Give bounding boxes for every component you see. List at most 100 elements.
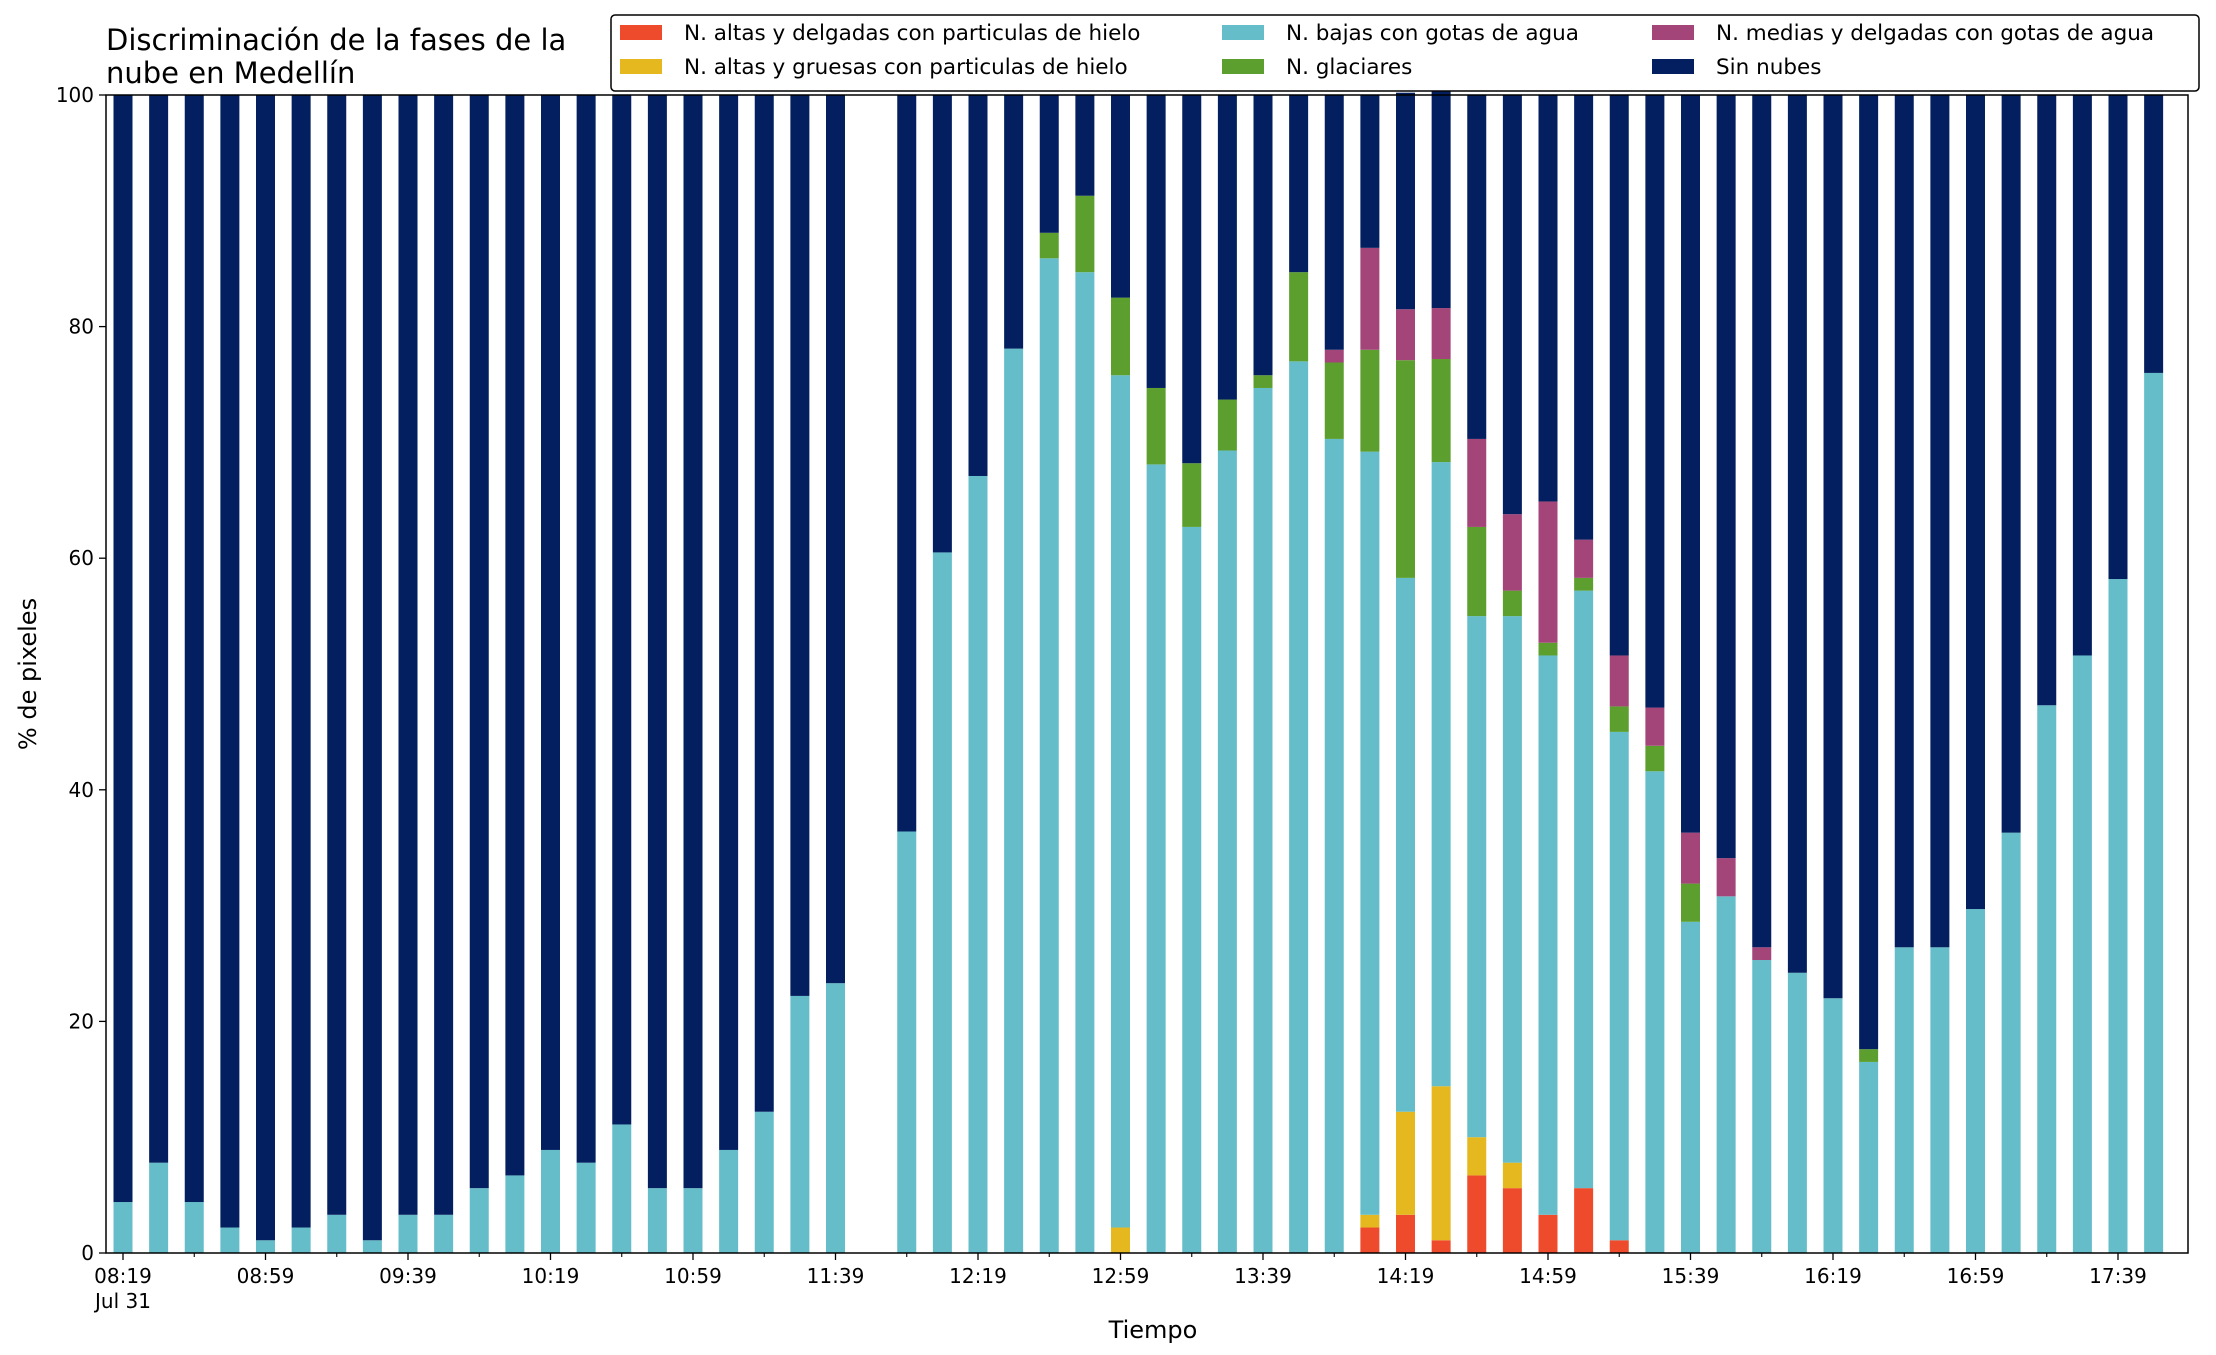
bar-segment xyxy=(754,1111,774,1253)
bar-segment xyxy=(1039,232,1059,259)
bar-segment xyxy=(1396,1111,1415,1215)
bar-segment xyxy=(541,1149,560,1253)
bar-segment xyxy=(719,95,739,1150)
bar-segment xyxy=(1894,95,1914,948)
bar-segment xyxy=(1966,95,1985,910)
legend-swatch xyxy=(620,59,662,74)
bar-segment xyxy=(1253,375,1273,388)
bar-segment xyxy=(1894,947,1914,1253)
bar-segment xyxy=(327,95,347,1215)
bar-segment xyxy=(1859,1061,1879,1253)
bar-segment xyxy=(1467,438,1487,527)
bar-segment xyxy=(541,95,560,1150)
bar-segment xyxy=(1716,95,1736,859)
bar-segment xyxy=(1360,349,1380,452)
bar-segment xyxy=(1645,745,1665,772)
bar-segment xyxy=(897,95,917,832)
bar-segment xyxy=(1396,577,1415,1112)
bar-segment xyxy=(1253,95,1273,376)
bar-segment xyxy=(220,1227,240,1253)
bar-segment xyxy=(1574,577,1594,591)
bar-segment xyxy=(1502,95,1522,515)
bar-segment xyxy=(612,95,632,1125)
bar-segment xyxy=(1574,590,1594,1189)
bar-segment xyxy=(2144,95,2164,373)
bar-segment xyxy=(1752,960,1772,1253)
bar-segment xyxy=(1787,95,1807,973)
bar-segment xyxy=(362,95,382,1241)
bar-segment xyxy=(754,95,774,1112)
bar-segment xyxy=(256,95,275,1241)
bar-segment xyxy=(1182,95,1202,464)
bar-segment xyxy=(1823,998,1843,1253)
bar-segment xyxy=(647,1188,667,1253)
bar-segment xyxy=(1930,947,1950,1253)
bar-segment xyxy=(1431,359,1451,463)
y-tick-label: 40 xyxy=(69,778,94,802)
bar-segment xyxy=(1538,642,1558,656)
bar-segment xyxy=(1431,462,1451,1087)
bar-segment xyxy=(719,1149,739,1253)
bar-segment xyxy=(1075,95,1095,196)
bar-segment xyxy=(398,1214,418,1253)
bar-segment xyxy=(434,1214,454,1253)
bar-segment xyxy=(1431,308,1451,360)
x-tick-label: 17:39 xyxy=(2089,1264,2147,1288)
bar-segment xyxy=(1716,896,1736,1253)
bar-segment xyxy=(1039,95,1059,233)
bar-segment xyxy=(1502,590,1522,617)
bar-segment xyxy=(1039,258,1059,1253)
legend-label: N. glaciares xyxy=(1286,55,1412,80)
chart-title-line-1: Discriminación de la fases de la xyxy=(106,23,566,57)
x-tick-label: 15:39 xyxy=(1662,1264,1720,1288)
bar-segment xyxy=(647,95,667,1189)
bar-segment xyxy=(683,95,703,1189)
bar-segment xyxy=(1146,95,1166,388)
bar-segment xyxy=(1360,247,1380,350)
bar-segment xyxy=(1467,95,1487,439)
bar-segment xyxy=(2144,372,2164,1253)
bar-segment xyxy=(897,831,917,1253)
bar-segment xyxy=(1752,95,1772,948)
x-tick-label: 11:39 xyxy=(807,1264,865,1288)
legend-swatch xyxy=(620,25,662,40)
bar-segment xyxy=(968,95,988,476)
bar-segment xyxy=(149,1162,169,1253)
bar-segment xyxy=(1609,655,1629,707)
bar-segment xyxy=(2037,705,2057,1253)
bar-segment xyxy=(1146,464,1166,1253)
bar-segment xyxy=(2072,95,2092,656)
x-tick-sublabel: Jul 31 xyxy=(93,1289,151,1313)
bar-segment xyxy=(1609,95,1629,656)
legend-swatch xyxy=(1652,25,1694,40)
legend-frame xyxy=(610,14,2200,92)
bar-segment xyxy=(1467,616,1487,1138)
bar-segment xyxy=(1360,1214,1380,1228)
bar-segment xyxy=(1075,195,1095,273)
bar-segment xyxy=(1182,526,1202,1253)
bar-segment xyxy=(362,1240,382,1253)
y-tick-label: 80 xyxy=(69,315,94,339)
x-tick-label: 10:19 xyxy=(522,1264,580,1288)
bar-segment xyxy=(1396,360,1415,578)
legend: N. altas y delgadas con particulas de hi… xyxy=(610,14,2200,92)
bar-segment xyxy=(291,1227,311,1253)
bar-segment xyxy=(1609,706,1629,732)
legend-swatch xyxy=(1222,59,1264,74)
bar-segment xyxy=(1360,95,1380,248)
bar-segment xyxy=(1681,921,1700,1253)
bar-segment xyxy=(1859,1049,1879,1062)
legend-label: N. bajas con gotas de agua xyxy=(1286,21,1579,46)
bar-segment xyxy=(1360,1227,1380,1253)
bar-segment xyxy=(1574,1188,1594,1253)
bar-segment xyxy=(1538,501,1558,643)
bar-segment xyxy=(434,95,454,1215)
bar-segment xyxy=(1681,95,1700,833)
bar-segment xyxy=(1431,1086,1451,1241)
bar-segment xyxy=(2037,95,2057,706)
bar-segment xyxy=(1502,1162,1522,1189)
bar-segment xyxy=(576,95,596,1163)
y-tick-label: 0 xyxy=(81,1241,94,1265)
bar-segment xyxy=(256,1240,275,1253)
